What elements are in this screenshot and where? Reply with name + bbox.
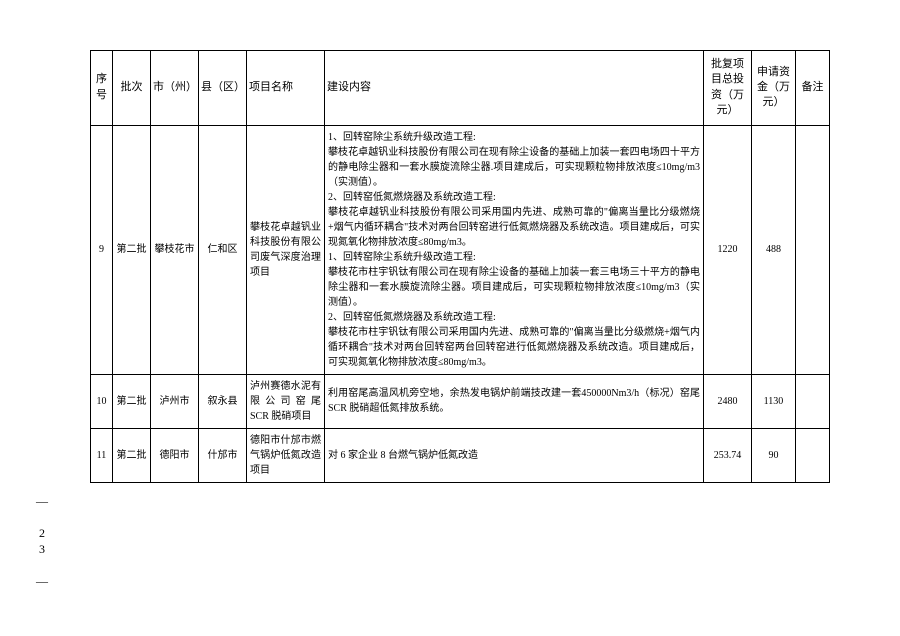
cell-invest: 253.74 [704, 428, 752, 482]
col-content: 建设内容 [325, 51, 704, 126]
cell-invest: 2480 [704, 374, 752, 428]
cell-batch: 第二批 [113, 428, 151, 482]
table-row: 9第二批攀枝花市仁和区攀枝花卓越钒业科技股份有限公司废气深度治理项目1、回转窑除… [91, 125, 830, 374]
cell-invest: 1220 [704, 125, 752, 374]
cell-proj: 德阳市什邡市燃气锅炉低氮改造项目 [247, 428, 325, 482]
document-page: 序号 批次 市（州） 县（区） 项目名称 建设内容 批复项目总投资（万元） 申请… [0, 0, 900, 636]
cell-proj: 攀枝花卓越钒业科技股份有限公司废气深度治理项目 [247, 125, 325, 374]
table-body: 9第二批攀枝花市仁和区攀枝花卓越钒业科技股份有限公司废气深度治理项目1、回转窑除… [91, 125, 830, 482]
cell-county: 仁和区 [199, 125, 247, 374]
cell-city: 德阳市 [151, 428, 199, 482]
table-row: 11第二批德阳市什邡市德阳市什邡市燃气锅炉低氮改造项目对 6 家企业 8 台燃气… [91, 428, 830, 482]
cell-fund: 1130 [752, 374, 796, 428]
cell-remark [796, 125, 830, 374]
cell-fund: 488 [752, 125, 796, 374]
cell-county: 什邡市 [199, 428, 247, 482]
cell-content: 对 6 家企业 8 台燃气锅炉低氮改造 [325, 428, 704, 482]
page-number: — 23 — [34, 494, 49, 590]
col-batch: 批次 [113, 51, 151, 126]
cell-content: 利用窑尾高温风机旁空地，余热发电锅炉前端技改建一套450000Nm3/h（标况）… [325, 374, 704, 428]
col-fund: 申请资金（万元） [752, 51, 796, 126]
project-table: 序号 批次 市（州） 县（区） 项目名称 建设内容 批复项目总投资（万元） 申请… [90, 50, 830, 483]
table-row: 10第二批泸州市叙永县泸州赛德水泥有限公司窑尾 SCR 脱硝项目利用窑尾高温风机… [91, 374, 830, 428]
cell-batch: 第二批 [113, 374, 151, 428]
cell-county: 叙永县 [199, 374, 247, 428]
col-invest: 批复项目总投资（万元） [704, 51, 752, 126]
table-header-row: 序号 批次 市（州） 县（区） 项目名称 建设内容 批复项目总投资（万元） 申请… [91, 51, 830, 126]
cell-content: 1、回转窑除尘系统升级改造工程:攀枝花卓越钒业科技股份有限公司在现有除尘设备的基… [325, 125, 704, 374]
cell-seq: 11 [91, 428, 113, 482]
cell-fund: 90 [752, 428, 796, 482]
col-remark: 备注 [796, 51, 830, 126]
cell-seq: 10 [91, 374, 113, 428]
cell-seq: 9 [91, 125, 113, 374]
cell-proj: 泸州赛德水泥有限公司窑尾 SCR 脱硝项目 [247, 374, 325, 428]
cell-remark [796, 428, 830, 482]
col-county: 县（区） [199, 51, 247, 126]
col-proj: 项目名称 [247, 51, 325, 126]
cell-remark [796, 374, 830, 428]
col-city: 市（州） [151, 51, 199, 126]
cell-city: 泸州市 [151, 374, 199, 428]
col-seq: 序号 [91, 51, 113, 126]
cell-city: 攀枝花市 [151, 125, 199, 374]
cell-batch: 第二批 [113, 125, 151, 374]
